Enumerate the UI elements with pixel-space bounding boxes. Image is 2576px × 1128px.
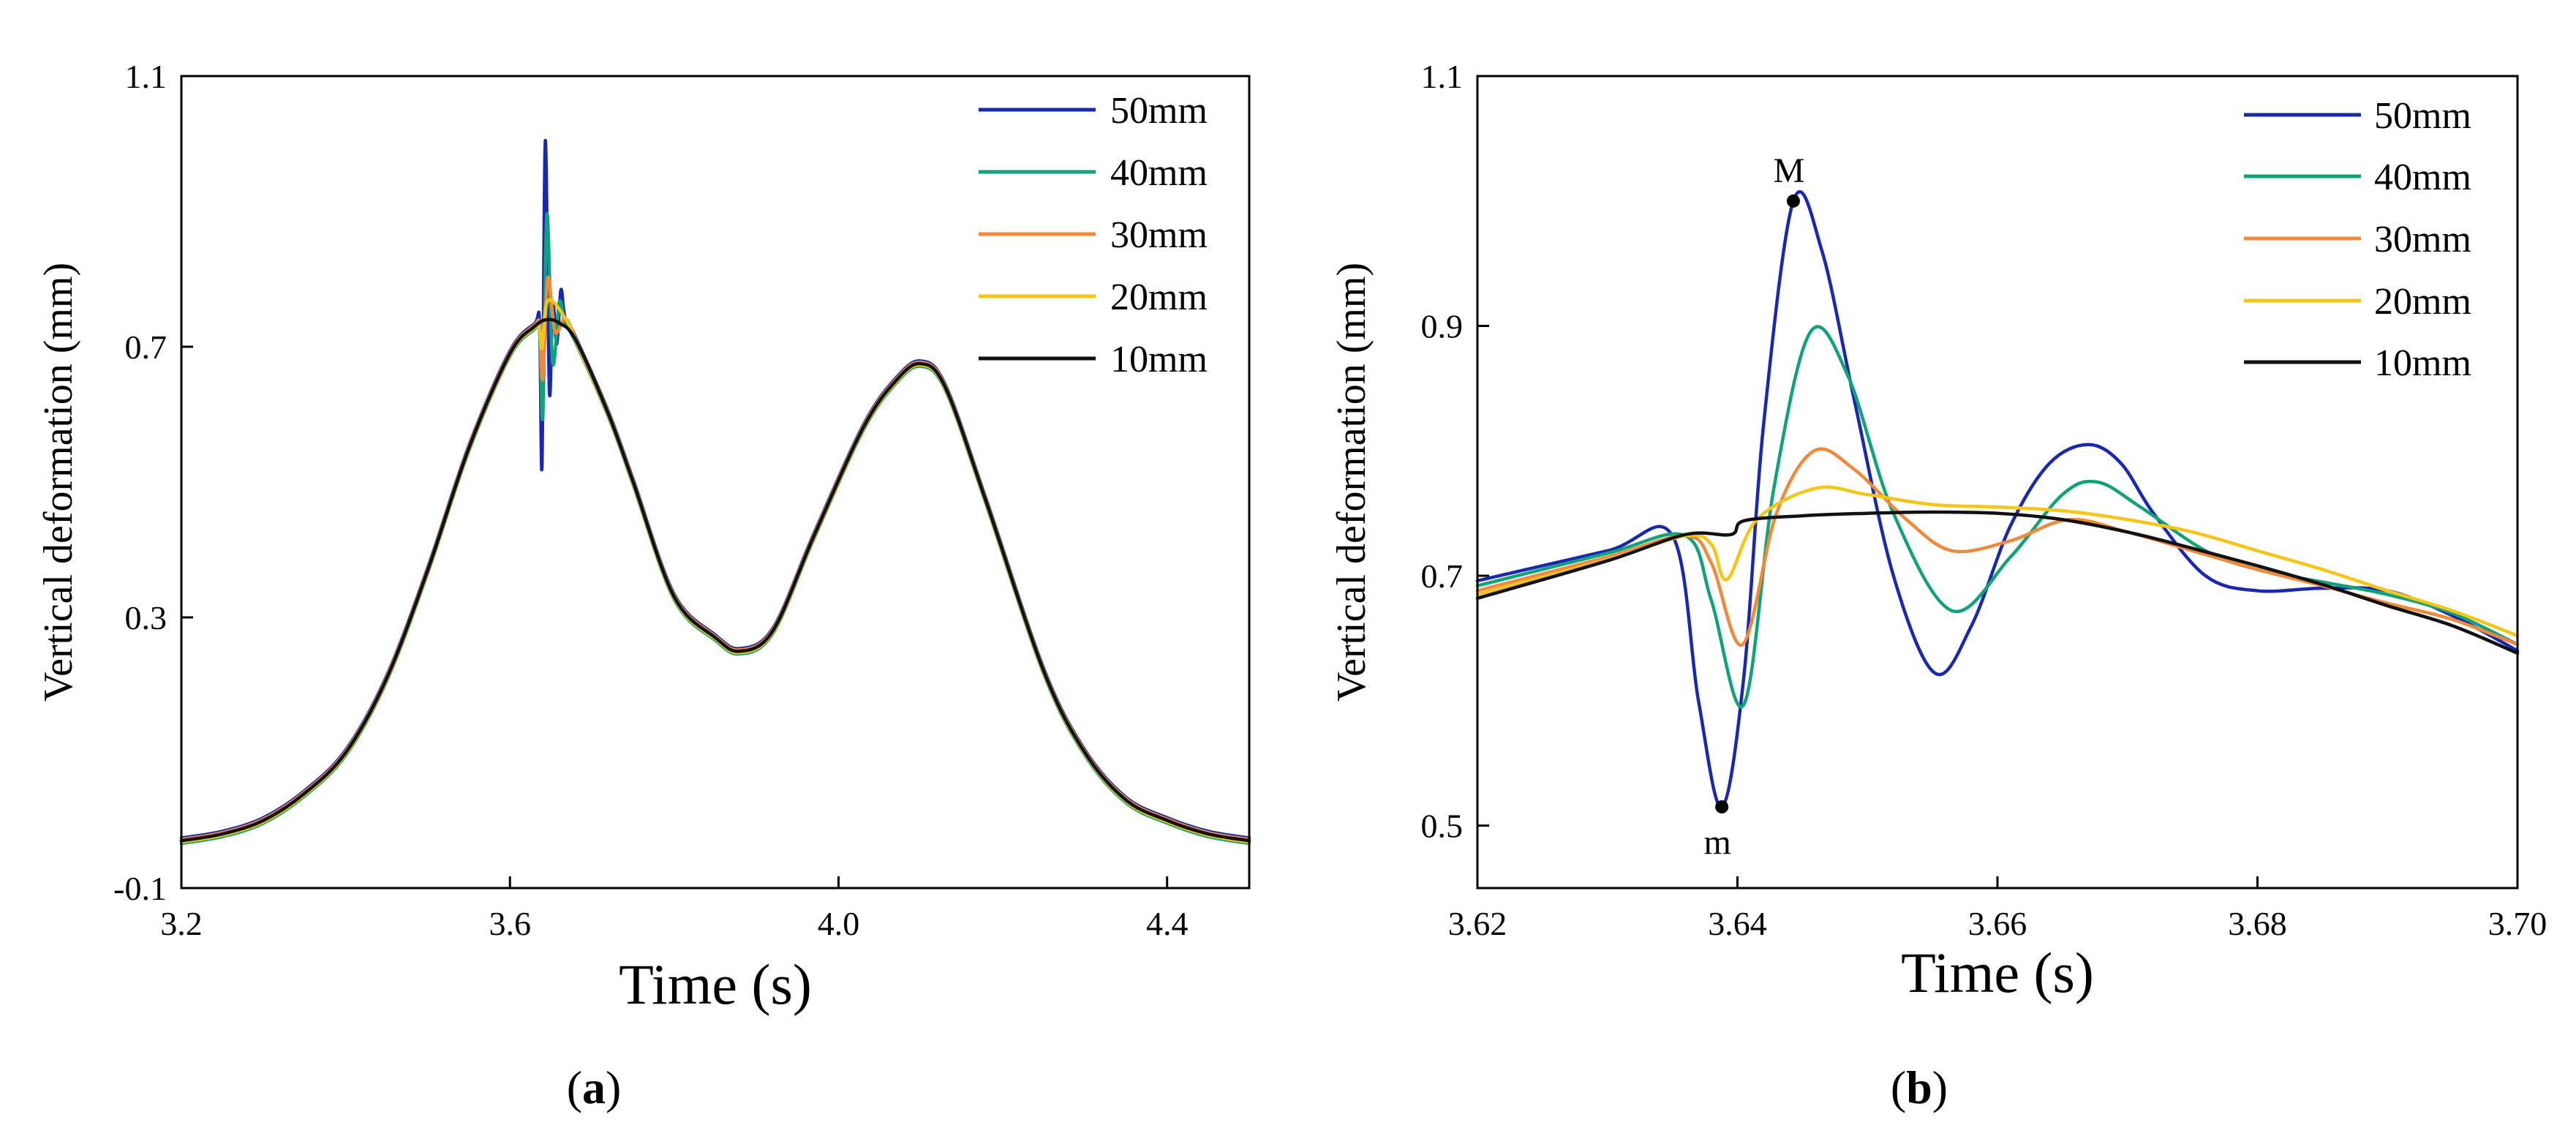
x-tick-label: 3.6: [489, 905, 531, 942]
plot-a-x-axis-title: Time (s): [619, 952, 812, 1016]
legend-b-label-30mm: 30mm: [2374, 219, 2471, 260]
x-tick-label: 3.70: [2488, 905, 2547, 942]
legend-a-label-20mm: 20mm: [1110, 277, 1208, 318]
legend-b-label-20mm: 20mm: [2374, 281, 2471, 323]
series-line-10mm: [179, 317, 1251, 843]
annotation-marker-M: [1786, 194, 1800, 208]
plot-a-y-axis-title: Vertical deformation (mm): [36, 263, 81, 702]
series-line-50mm: [1475, 189, 2520, 809]
series-line-10mm: [1475, 510, 2520, 655]
y-tick-label: 0.5: [1421, 808, 1464, 845]
y-tick-label: 0.7: [125, 328, 167, 366]
series-line-40mm: [1475, 325, 2520, 709]
plot-b-curves: [1475, 189, 2520, 809]
plot-b-x-ticks: 3.62 3.64 3.66 3.68 3.70: [1448, 876, 2547, 942]
x-tick-label: 3.62: [1448, 905, 1507, 942]
plot-a-curves: [179, 139, 1251, 846]
plot-b-annotations: Mm: [1703, 151, 1804, 862]
series-line-40mm: [179, 212, 1251, 846]
panel-b: 3.62 3.64 3.66 3.68 3.70 0.5 0.7 0.9 1.1 Mm Tim…: [1329, 58, 2547, 1113]
panel-b-label: (b): [1891, 1061, 1948, 1113]
y-tick-label: -0.1: [113, 870, 167, 907]
x-tick-label: 4.0: [818, 905, 860, 942]
plot-a-x-ticks: 3.2 3.6 4.0 4.4: [160, 876, 1188, 942]
legend-a-label-10mm: 10mm: [1110, 339, 1208, 380]
plot-b-y-ticks: 0.5 0.7 0.9 1.1: [1421, 58, 1489, 845]
series-line-20mm: [1475, 485, 2520, 638]
annotation-label-M: M: [1774, 151, 1805, 190]
y-tick-label: 1.1: [1421, 58, 1464, 95]
legend-a-label-40mm: 40mm: [1110, 152, 1208, 194]
y-tick-label: 0.9: [1421, 308, 1464, 345]
y-tick-label: 1.1: [125, 58, 167, 95]
panel-a: 3.2 3.6 4.0 4.4 -0.1 0.3 0.7 1.1 Time (s) Vert…: [36, 58, 1251, 1113]
x-tick-label: 3.66: [1968, 905, 2027, 942]
plot-b-y-axis-title: Vertical deformation (mm): [1329, 263, 1374, 702]
plot-b-x-axis-title: Time (s): [1901, 941, 2094, 1004]
annotation-label-m: m: [1703, 823, 1730, 862]
y-tick-label: 0.3: [125, 599, 167, 636]
plot-a-frame: [180, 75, 1251, 890]
series-line-30mm: [179, 275, 1251, 841]
plot-a-y-ticks: -0.1 0.3 0.7 1.1: [113, 58, 193, 907]
x-tick-label: 3.64: [1708, 905, 1767, 942]
legend-b-label-50mm: 50mm: [2374, 95, 2471, 137]
legend-b-label-40mm: 40mm: [2374, 157, 2471, 198]
y-tick-label: 0.7: [1421, 557, 1464, 595]
legend-b-label-10mm: 10mm: [2374, 342, 2471, 384]
legend-a-label-30mm: 30mm: [1110, 214, 1208, 256]
panel-a-label: (a): [567, 1061, 622, 1113]
plot-a-legend: 50mm 40mm 30mm 20mm 10mm: [979, 90, 1208, 380]
x-tick-label: 4.4: [1146, 905, 1189, 942]
x-tick-label: 3.2: [160, 905, 203, 942]
plot-b-frame: [1476, 75, 2519, 890]
plot-b-legend: 50mm 40mm 30mm 20mm 10mm: [2244, 95, 2471, 384]
legend-a-label-50mm: 50mm: [1110, 90, 1208, 132]
annotation-marker-m: [1715, 800, 1729, 813]
series-line-50mm: [179, 139, 1251, 840]
x-tick-label: 3.68: [2228, 905, 2287, 942]
